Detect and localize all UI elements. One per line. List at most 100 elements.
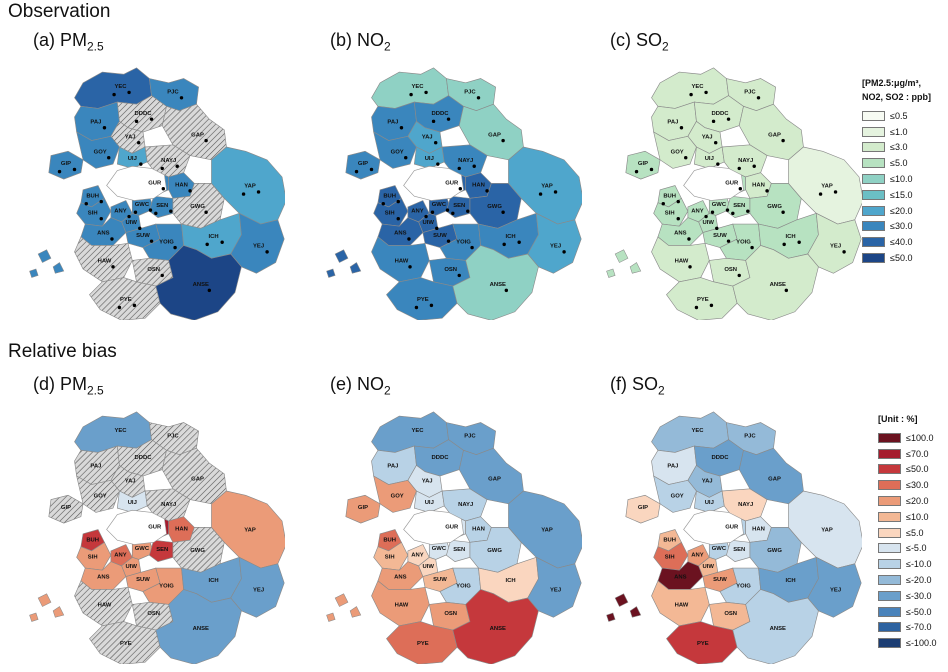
region-label: ANSE bbox=[193, 626, 209, 632]
monitoring-station-marker bbox=[562, 250, 566, 254]
region-label: NAYJ bbox=[458, 158, 473, 164]
monitoring-station-marker bbox=[782, 242, 786, 247]
region-label: ANY bbox=[411, 552, 423, 558]
observation-legend-item: ≤15.0 bbox=[862, 187, 931, 203]
region-label: NAYJ bbox=[161, 158, 176, 164]
region-label: HAN bbox=[472, 527, 485, 533]
region-label: PYE bbox=[697, 641, 709, 647]
map-panel-e-no2-bias: YEC PJC PAJ DDDC YAJ GAP GIP GOY UIJ NAYJ GUR HAN BU… bbox=[312, 372, 612, 672]
monitoring-station-marker bbox=[709, 303, 714, 308]
monitoring-station-marker bbox=[220, 240, 224, 244]
island-shape bbox=[52, 606, 65, 618]
monitoring-station-marker bbox=[205, 242, 209, 247]
region-pye bbox=[386, 277, 458, 320]
region-label: DDDC bbox=[711, 455, 729, 461]
region-label: PYE bbox=[417, 297, 429, 303]
monitoring-station-marker bbox=[110, 237, 114, 241]
bias-legend-swatch bbox=[878, 638, 901, 649]
observation-legend-label: ≤5.0 bbox=[890, 158, 908, 169]
region-anse bbox=[732, 589, 819, 664]
region-label: ANY bbox=[691, 208, 703, 214]
monitoring-station-marker bbox=[354, 169, 359, 174]
region-label: HAN bbox=[752, 527, 765, 533]
observation-legend-label: ≤40.0 bbox=[890, 237, 913, 248]
bias-legend-label: ≤5.0 bbox=[906, 527, 924, 538]
bias-legend-label: ≤70.0 bbox=[906, 448, 929, 459]
monitoring-station-marker bbox=[797, 240, 801, 244]
seoul-area-blank bbox=[106, 165, 167, 201]
region-label: HAN bbox=[175, 183, 188, 189]
monitoring-station-marker bbox=[451, 211, 455, 216]
region-label: HAW bbox=[98, 603, 112, 609]
region-label: GUR bbox=[725, 524, 739, 530]
monitoring-station-marker bbox=[688, 265, 692, 269]
monitoring-station-marker bbox=[756, 96, 761, 100]
monitoring-station-marker bbox=[737, 273, 741, 278]
region-label: YAJ bbox=[702, 478, 713, 484]
monitoring-station-marker bbox=[179, 96, 184, 100]
region-label: YEC bbox=[114, 428, 127, 434]
bias-legend-item: ≤10.0 bbox=[878, 509, 936, 525]
bias-legend-swatch bbox=[878, 559, 901, 570]
island-shape bbox=[614, 249, 629, 263]
bias-legend-item: ≤50.0 bbox=[878, 462, 936, 478]
bias-legend-swatch bbox=[878, 511, 901, 522]
bias-legend-item: ≤-50.0 bbox=[878, 604, 936, 620]
region-label: SIH bbox=[665, 210, 675, 216]
bias-legend: [Unit : %] ≤100.0 ≤70.0 ≤50.0 ≤30.0 ≤20.0 ≤10… bbox=[878, 412, 936, 651]
monitoring-station-marker bbox=[139, 162, 143, 166]
region-haw bbox=[371, 236, 430, 283]
region-label: GAP bbox=[768, 132, 781, 138]
region-label: SUW bbox=[713, 233, 727, 239]
region-label: GOY bbox=[94, 493, 107, 499]
observation-heading: Observation bbox=[8, 1, 111, 22]
region-label: HAN bbox=[175, 527, 188, 533]
monitoring-station-marker bbox=[265, 250, 269, 254]
region-label: GUR bbox=[445, 180, 459, 186]
region-label: PAJ bbox=[667, 119, 678, 125]
monitoring-station-marker bbox=[435, 226, 439, 231]
monitoring-station-marker bbox=[436, 162, 440, 166]
monitoring-station-marker bbox=[407, 237, 411, 241]
monitoring-station-marker bbox=[161, 187, 166, 191]
region-goy bbox=[76, 475, 120, 513]
monitoring-station-marker bbox=[396, 216, 400, 221]
region-label: SUW bbox=[136, 577, 150, 583]
region-yej bbox=[807, 556, 862, 618]
region-label: YEC bbox=[411, 84, 424, 90]
region-label: UIJ bbox=[425, 500, 434, 506]
region-label: DDDC bbox=[431, 455, 449, 461]
region-haw bbox=[651, 580, 710, 627]
region-sih bbox=[373, 541, 409, 571]
region-label: ANSE bbox=[770, 626, 786, 632]
region-label: GWG bbox=[190, 548, 205, 554]
region-label: GOY bbox=[94, 149, 107, 155]
region-label: ANSE bbox=[490, 282, 506, 288]
map-panel-c-so2-observation: YEC PJC PAJ DDDC YAJ GAP GIP GOY UIJ NAYJ GUR HAN BU… bbox=[592, 28, 892, 328]
panel-title: (e) NO2 bbox=[330, 374, 391, 398]
monitoring-station-marker bbox=[784, 288, 789, 293]
region-label: UIJ bbox=[128, 156, 137, 162]
region-label: BUH bbox=[86, 537, 99, 543]
region-label: UIJ bbox=[705, 156, 714, 162]
island-shape bbox=[334, 249, 349, 263]
seoul-area-blank bbox=[403, 165, 464, 201]
monitoring-station-marker bbox=[117, 305, 122, 310]
region-haw bbox=[74, 580, 133, 627]
panel-title: (a) PM2.5 bbox=[33, 30, 104, 54]
region-anse bbox=[452, 589, 539, 664]
region-label: HAN bbox=[752, 183, 765, 189]
region-label: PJC bbox=[464, 90, 476, 96]
region-label: ANSE bbox=[770, 282, 786, 288]
region-sen bbox=[149, 539, 174, 562]
region-anse bbox=[732, 245, 819, 320]
region-label: ICH bbox=[506, 578, 516, 584]
island-shape bbox=[37, 593, 52, 607]
bias-legend-swatch bbox=[878, 590, 901, 601]
bias-legend-label: ≤-5.0 bbox=[906, 543, 927, 554]
region-label: UIW bbox=[702, 220, 714, 226]
region-yap bbox=[211, 146, 285, 225]
legend-title: [Unit : %] bbox=[878, 414, 918, 424]
monitoring-station-marker bbox=[72, 167, 77, 172]
region-sen bbox=[726, 539, 751, 562]
